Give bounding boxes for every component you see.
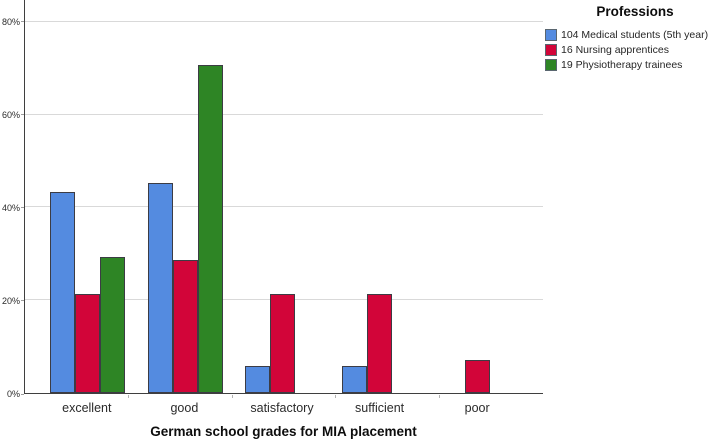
bar — [172, 260, 198, 393]
legend-label: 16 Nursing apprentices — [561, 44, 669, 56]
category-cell — [136, 0, 233, 393]
bar — [342, 366, 368, 393]
bar-slot — [464, 0, 490, 393]
category-cell — [331, 0, 428, 393]
bar-slot — [75, 0, 101, 393]
x-tickmark — [439, 395, 441, 398]
gridline — [25, 113, 543, 115]
legend-title: Professions — [596, 4, 674, 19]
bar-slot — [100, 0, 126, 393]
legend-label: 104 Medical students (5th year) — [561, 29, 709, 41]
bar-groups — [25, 0, 543, 393]
y-tickmark — [21, 114, 24, 116]
legend-swatch-physiotherapy-trainees — [545, 59, 557, 71]
x-axis-tickmarks — [24, 395, 543, 399]
x-tickmark — [127, 395, 129, 398]
category-cell — [429, 0, 526, 393]
gridline — [25, 20, 543, 22]
bar-slot — [392, 0, 417, 393]
legend-label: 19 Physiotherapy trainees — [561, 59, 683, 71]
gridline — [25, 206, 543, 208]
y-tick-label: 80% — [1, 16, 20, 27]
category-cell — [234, 0, 331, 393]
bar — [367, 293, 393, 393]
bar-slot — [440, 0, 465, 393]
bar-slot — [172, 0, 198, 393]
y-axis-tickmarks — [21, 0, 24, 395]
legend-swatch-medical-students — [545, 29, 557, 41]
bar-slot — [270, 0, 296, 393]
bar-slot — [342, 0, 368, 393]
y-tickmark — [21, 21, 24, 23]
bar-slot — [245, 0, 271, 393]
bar-slot — [197, 0, 223, 393]
category-cell — [39, 0, 136, 393]
bar — [197, 65, 223, 393]
x-axis-title: German school grades for MIA placement — [150, 424, 417, 439]
x-tickmark — [231, 395, 233, 398]
y-tick-label: 60% — [1, 109, 20, 120]
x-category-label: sufficient — [355, 401, 405, 415]
bar — [245, 366, 271, 393]
y-axis-labels: 0% 20% 40% 60% 80% — [0, 0, 21, 399]
x-category-label: satisfactory — [250, 401, 314, 415]
y-tickmark — [21, 393, 24, 395]
x-category-label: poor — [464, 401, 490, 415]
bar-slot — [147, 0, 173, 393]
y-tick-label: 0% — [6, 389, 20, 399]
legend-entry: 104 Medical students (5th year) — [545, 29, 725, 41]
y-tick-label: 20% — [1, 295, 20, 306]
x-axis-labels: excellent good satisfactory sufficient p… — [24, 401, 543, 415]
bar — [75, 293, 101, 393]
bar-slot — [50, 0, 76, 393]
x-category-label: good — [170, 401, 199, 415]
y-tickmark — [21, 207, 24, 209]
legend-entry: 16 Nursing apprentices — [545, 44, 725, 56]
bar — [147, 183, 173, 393]
x-category-label: excellent — [62, 401, 112, 415]
bar — [100, 256, 126, 393]
bar — [50, 192, 76, 393]
legend: Professions 104 Medical students (5th ye… — [545, 4, 725, 74]
bar-slot — [295, 0, 320, 393]
bar-slot — [490, 0, 515, 393]
bar — [270, 293, 296, 393]
plot-area — [24, 0, 543, 394]
bar — [464, 360, 490, 393]
y-tickmark — [21, 300, 24, 302]
x-tickmark — [335, 395, 337, 398]
legend-entry: 19 Physiotherapy trainees — [545, 59, 725, 71]
legend-swatch-nursing-apprentices — [545, 44, 557, 56]
y-tick-label: 40% — [1, 202, 20, 213]
bar-slot — [367, 0, 393, 393]
